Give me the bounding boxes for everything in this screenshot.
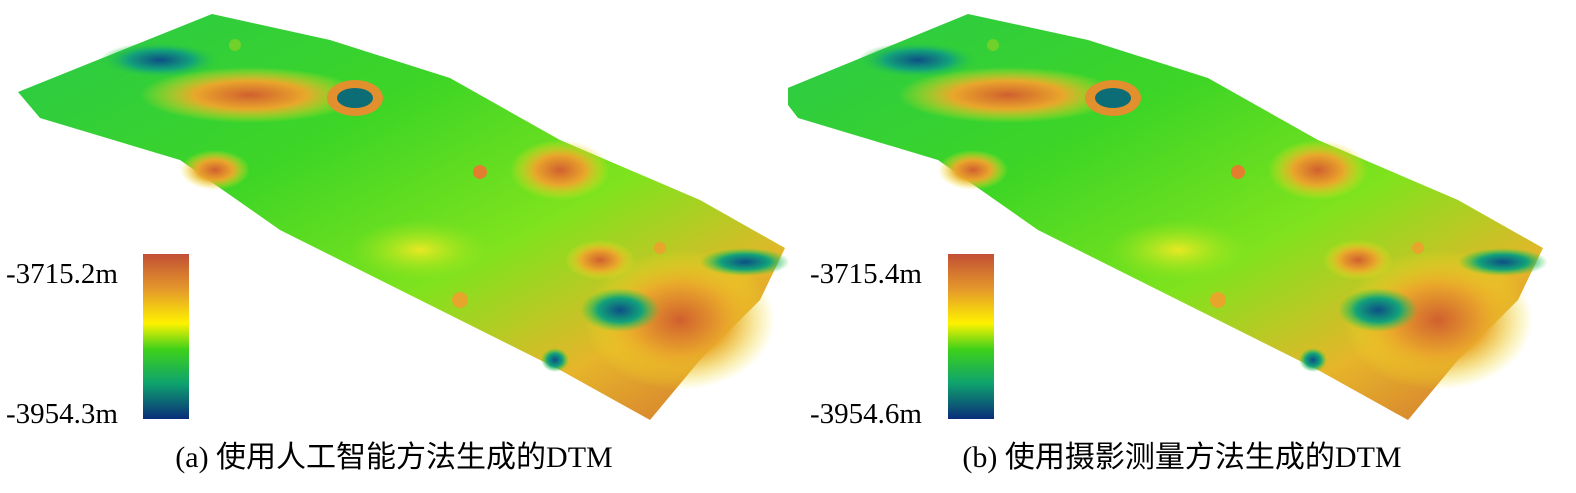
colorbar-min-label: -3954.6m (810, 398, 922, 430)
colorbar-max-label: -3715.2m (6, 258, 118, 290)
panel-a: -3715.2m -3954.3m (a) 使用人工智能方法生成的DTM (6, 14, 788, 474)
colorbar-min-label: -3954.3m (6, 398, 118, 430)
panel-b: -3715.4m -3954.6m (b) 使用摄影测量方法生成的DTM (788, 0, 1576, 493)
terrain-map (788, 14, 1548, 420)
panel-caption: (b) 使用摄影测量方法生成的DTM (962, 441, 1402, 474)
colorbar-b (948, 254, 994, 419)
colorbar-a (143, 254, 189, 419)
panel-caption: (a) 使用人工智能方法生成的DTM (175, 441, 613, 474)
colorbar-max-label: -3715.4m (810, 258, 922, 290)
terrain-map (18, 14, 788, 420)
